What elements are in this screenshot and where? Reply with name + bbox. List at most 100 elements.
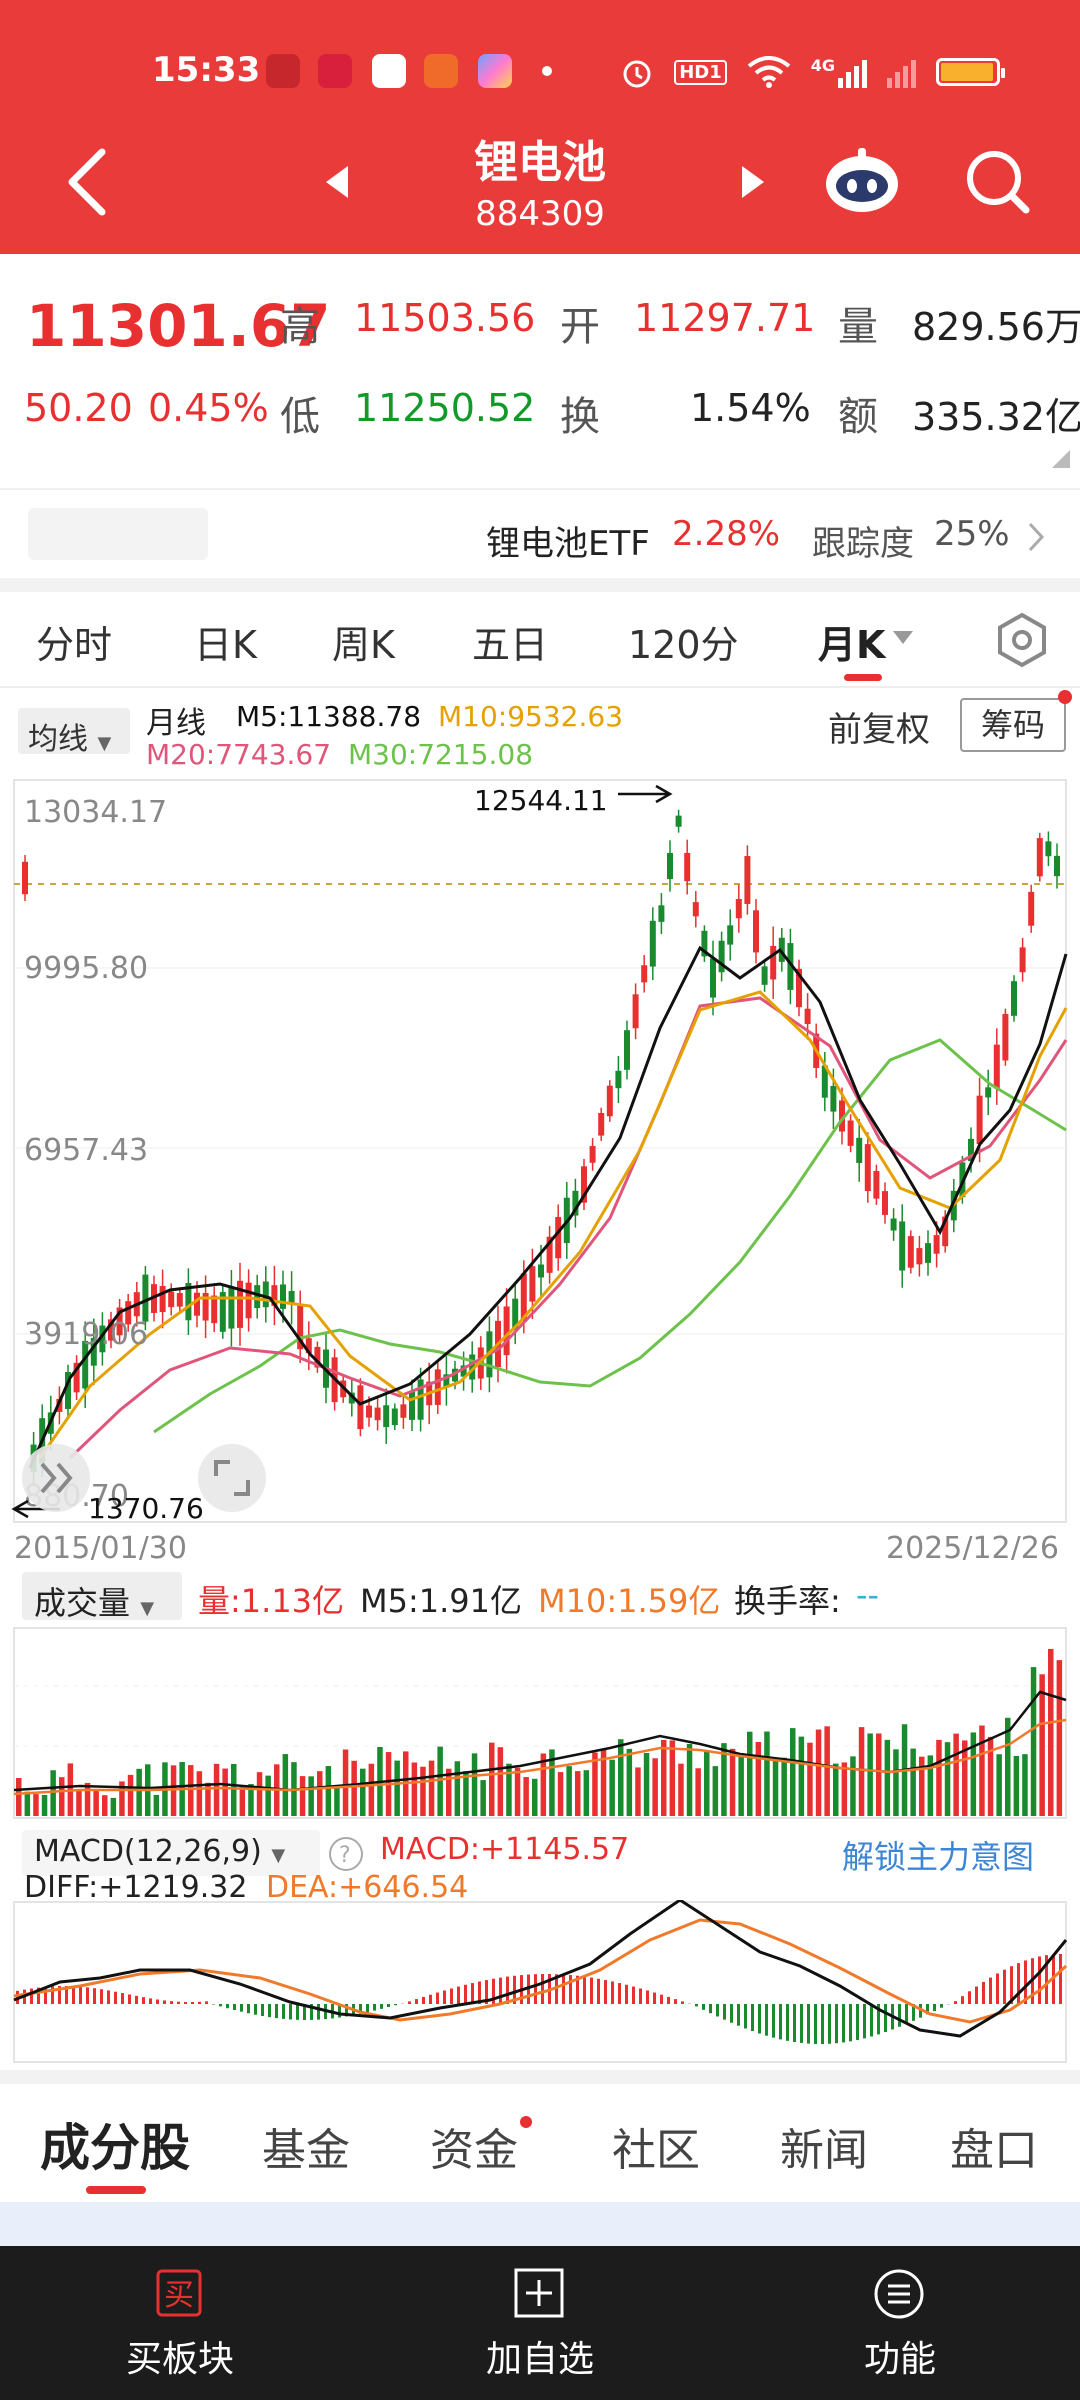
volume-dropdown-label: 成交量 bbox=[34, 1584, 131, 1622]
candle-body bbox=[125, 1301, 132, 1325]
candle-body bbox=[366, 1405, 372, 1418]
volume-bar bbox=[772, 1760, 779, 1816]
unlock-main-intent-link[interactable]: 解锁主力意图 bbox=[842, 1838, 1035, 1876]
nav-buy-sector[interactable]: 买 买板块 bbox=[30, 2246, 330, 2400]
macd-bar bbox=[499, 1977, 502, 2004]
tab-monthly-k[interactable]: 月K bbox=[818, 623, 886, 667]
volume-bar bbox=[1030, 1667, 1037, 1816]
macd-bar bbox=[86, 1987, 89, 2004]
tab-120min[interactable]: 120分 bbox=[628, 623, 739, 667]
dropdown-triangle-icon[interactable] bbox=[892, 630, 914, 646]
candle-body bbox=[443, 1374, 450, 1388]
ma5-line bbox=[28, 945, 1068, 1469]
fullscreen-button[interactable] bbox=[198, 1444, 266, 1512]
chevron-down-icon: ▼ bbox=[97, 733, 112, 754]
search-icon[interactable] bbox=[962, 146, 1032, 216]
macd-bar bbox=[128, 1994, 131, 2004]
macd-bar bbox=[562, 1974, 565, 2004]
status-time: 15:33 bbox=[152, 50, 261, 90]
volume-bar bbox=[506, 1763, 512, 1816]
macd-bar bbox=[338, 2004, 341, 2018]
previous-stock-button[interactable] bbox=[318, 162, 358, 202]
signal-icon bbox=[887, 56, 916, 88]
tab-funds[interactable]: 基金 bbox=[262, 2125, 350, 2176]
macd-bar bbox=[968, 1991, 971, 2004]
nav-label: 功能 bbox=[863, 2339, 936, 2380]
volume-bar bbox=[308, 1776, 314, 1816]
macd-dropdown[interactable]: MACD(12,26,9) ▼ bbox=[22, 1830, 320, 1876]
volume-bar bbox=[153, 1794, 160, 1816]
volume-bar bbox=[919, 1756, 925, 1816]
candle-body bbox=[254, 1285, 261, 1309]
volume-bar bbox=[170, 1765, 177, 1816]
candle-body bbox=[993, 1044, 1000, 1089]
macd-bar bbox=[772, 2004, 775, 2038]
volume-bar bbox=[265, 1775, 271, 1816]
candle-body bbox=[839, 1100, 845, 1132]
macd-bar bbox=[758, 2004, 761, 2034]
tab-weekly-k[interactable]: 周K bbox=[332, 623, 395, 667]
candlestick-chart[interactable]: 13034.17 9995.80 6957.43 3919.06 880.70 … bbox=[0, 778, 1080, 1560]
stock-name: 锂电池 bbox=[474, 137, 606, 188]
volume-dropdown[interactable]: 成交量 ▼ bbox=[22, 1572, 182, 1622]
macd-chart[interactable] bbox=[0, 1900, 1080, 2064]
volume-bar bbox=[1039, 1674, 1045, 1816]
price-adjust-mode[interactable]: 前复权 bbox=[828, 710, 930, 750]
help-icon[interactable]: ? bbox=[328, 1836, 364, 1872]
volume-bars bbox=[16, 1648, 1063, 1816]
turnover-rate-value: -- bbox=[856, 1576, 880, 1614]
chevron-down-icon: ▼ bbox=[140, 1598, 155, 1619]
tab-five-day[interactable]: 五日 bbox=[472, 623, 549, 667]
tab-community[interactable]: 社区 bbox=[612, 2125, 700, 2176]
candle-body bbox=[581, 1166, 587, 1203]
volume-bar bbox=[953, 1733, 959, 1816]
volume-bar bbox=[944, 1742, 951, 1816]
macd-bar bbox=[443, 1990, 446, 2004]
back-button[interactable] bbox=[58, 144, 118, 220]
tab-timeshare[interactable]: 分时 bbox=[36, 623, 113, 667]
x-label-end: 2025/12/26 bbox=[886, 1531, 1059, 1560]
ma30-value: M30:7215.08 bbox=[348, 738, 534, 771]
volume-bar bbox=[480, 1780, 486, 1816]
candle-body bbox=[452, 1368, 458, 1382]
candle-body bbox=[641, 965, 648, 983]
wifi-icon bbox=[747, 56, 790, 88]
volume-bar bbox=[764, 1731, 770, 1816]
candle-body bbox=[1019, 947, 1026, 973]
tab-news[interactable]: 新闻 bbox=[780, 2125, 868, 2176]
etf-name: 锂电池ETF bbox=[486, 524, 650, 564]
candle-body bbox=[1054, 855, 1060, 877]
macd-bar bbox=[835, 2004, 838, 2044]
volume-chart[interactable] bbox=[0, 1626, 1080, 1820]
volume-bar bbox=[446, 1768, 452, 1816]
volume-bar bbox=[704, 1751, 710, 1816]
ai-assistant-robot-icon[interactable] bbox=[822, 146, 902, 218]
volume-bar bbox=[342, 1749, 349, 1816]
buy-icon: 买 bbox=[156, 2269, 202, 2317]
tracking-value: 25% bbox=[934, 514, 1010, 554]
next-stock-button[interactable] bbox=[732, 162, 772, 202]
tab-daily-k[interactable]: 日K bbox=[194, 623, 257, 667]
ma-dropdown[interactable]: 均线 ▼ bbox=[18, 708, 130, 757]
ma20-line bbox=[68, 996, 1068, 1460]
expand-quote-icon[interactable] bbox=[1052, 450, 1070, 468]
macd-bar bbox=[702, 2004, 705, 2010]
x-label-start: 2015/01/30 bbox=[14, 1531, 187, 1560]
price-change-pct: 0.45% bbox=[148, 386, 269, 430]
tab-capital[interactable]: 资金 bbox=[430, 2125, 518, 2176]
candle-body bbox=[615, 1070, 622, 1089]
candle-body bbox=[503, 1306, 510, 1356]
volume-bar bbox=[824, 1726, 830, 1816]
macd-bar bbox=[471, 1983, 474, 2004]
candle-body bbox=[882, 1191, 888, 1215]
period-label: 月线 bbox=[146, 706, 206, 741]
scroll-left-button[interactable] bbox=[22, 1444, 90, 1512]
volume-ma5: M5:1.91亿 bbox=[360, 1582, 523, 1620]
chips-button[interactable]: 筹码 bbox=[960, 698, 1066, 752]
tab-order-book[interactable]: 盘口 bbox=[950, 2125, 1038, 2176]
nav-functions[interactable]: 功能 bbox=[750, 2246, 1050, 2400]
nav-add-watchlist[interactable]: 加自选 bbox=[390, 2246, 690, 2400]
chart-settings-icon[interactable] bbox=[994, 612, 1050, 668]
related-etf-row[interactable]: 锂电池ETF 2.28% 跟踪度 25% bbox=[0, 488, 1080, 578]
tab-constituents[interactable]: 成分股 bbox=[40, 2119, 190, 2177]
